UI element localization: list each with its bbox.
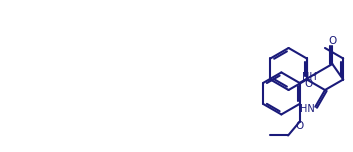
Text: O: O bbox=[328, 36, 336, 46]
Text: NH: NH bbox=[302, 72, 317, 82]
Text: O: O bbox=[304, 79, 313, 89]
Text: O: O bbox=[295, 121, 304, 131]
Text: HN: HN bbox=[300, 104, 315, 114]
